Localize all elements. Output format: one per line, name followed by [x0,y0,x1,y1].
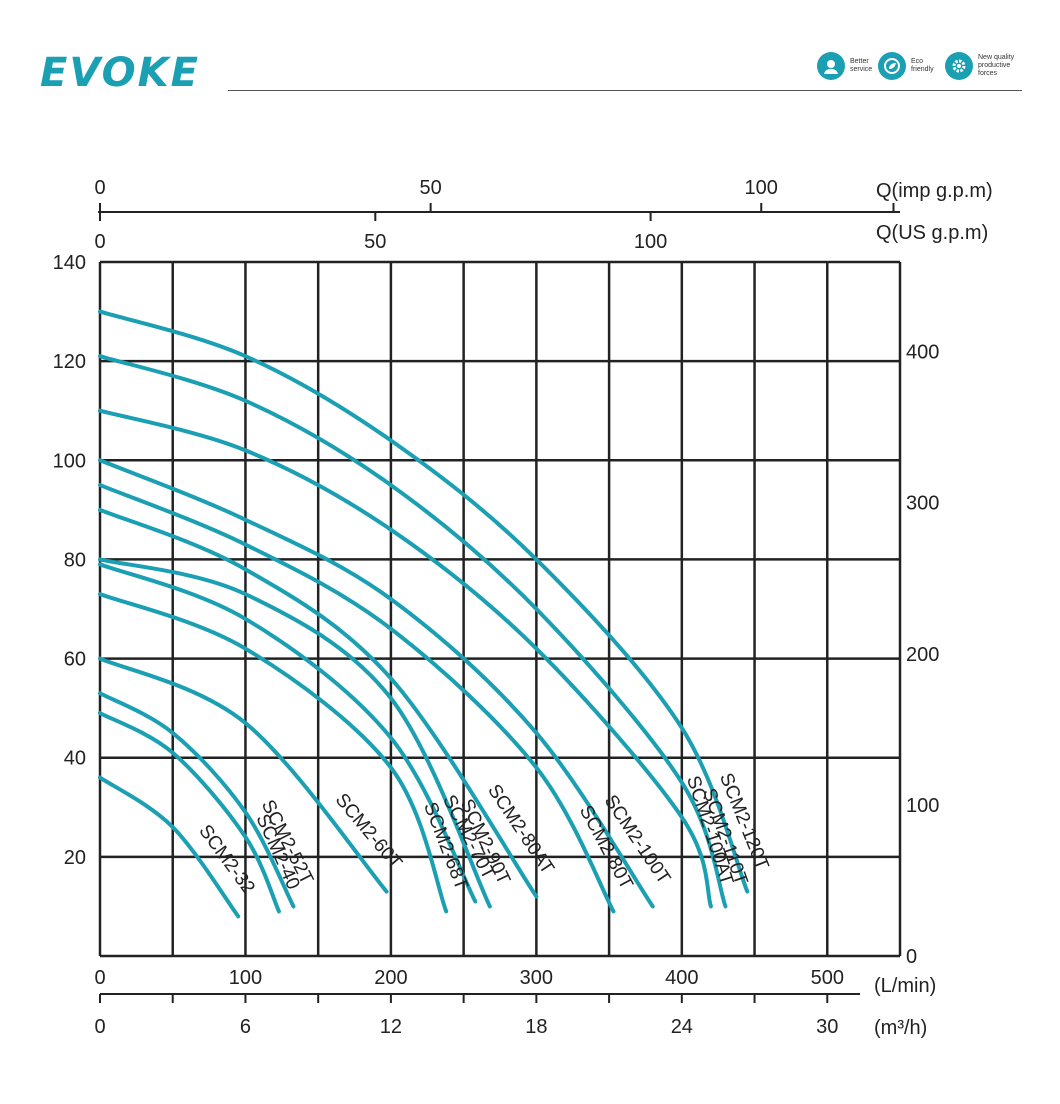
curve-label: SCM2-32 [194,821,258,898]
y-tick-label-right: 400 [906,342,939,364]
curve-scm2-110t [98,354,728,909]
curve-scm2-100at [98,408,713,909]
y-tick-label-right: 200 [906,644,939,666]
curve-scm2-32 [98,775,241,919]
badge-new-quality: New quality productive forces [945,52,1028,80]
x-tick-label-imp-gpm: 100 [745,177,778,199]
x-tick-label-lmin: 300 [520,967,553,989]
curve-scm2-40 [98,711,281,914]
y-tick-label-left: 100 [53,450,86,472]
x-tick-label-m3h: 6 [240,1016,251,1038]
y-tick-label-left: 140 [53,252,86,274]
x-tick-label-imp-gpm: 50 [419,177,441,199]
x-tick-label-lmin: 200 [374,967,407,989]
headset-icon [817,52,845,80]
x-tick-label-lmin: 0 [94,967,105,989]
y-tick-label-left: 40 [64,748,86,770]
y-tick-label-left: 60 [64,649,86,671]
brand-logo: EVOKE [40,50,200,96]
x-axis-label-lmin: (L/min) [874,975,936,997]
x-axis-label-m3h: (m³/h) [874,1017,927,1039]
y-tick-label-left: 120 [53,351,86,373]
globe-leaf-icon [878,52,906,80]
curve-scm2-100t [98,458,655,909]
x-tick-label-us-gpm: 50 [364,231,386,253]
curve-label-group: SCM2-32 [194,821,258,898]
curve-scm2-80at [98,507,539,899]
y-tick-label-right: 300 [906,493,939,515]
curve-scm2-60t [98,656,389,894]
y-tick-label-left: 20 [64,847,86,869]
x-axis-label-us-gpm: Q(US g.p.m) [876,222,988,244]
x-tick-label-us-gpm: 0 [94,231,105,253]
y-tick-label-left: 80 [64,549,86,571]
curve-scm2-90t [98,557,492,909]
x-tick-label-lmin: 100 [229,967,262,989]
badge-better-service: Better service [817,52,900,80]
x-tick-label-m3h: 12 [380,1016,402,1038]
x-tick-label-imp-gpm: 0 [94,177,105,199]
x-tick-label-lmin: 500 [811,967,844,989]
curve-scm2-120t [98,309,750,894]
badge-eco-friendly: Eco friendly [878,52,961,80]
x-axis-label-imp-gpm: Q(imp g.p.m) [876,180,993,202]
header-divider [228,90,1022,91]
y-tick-label-right: 100 [906,795,939,817]
x-tick-label-m3h: 0 [94,1016,105,1038]
curve-scm2-80t [98,483,616,914]
x-tick-label-lmin: 400 [665,967,698,989]
curve-scm2-52t [98,691,296,909]
curve-scm2-68t [98,592,449,914]
x-tick-label-m3h: 24 [671,1016,693,1038]
badge-text: Eco friendly [911,58,934,73]
curve-scm2-70t [98,562,478,904]
x-tick-label-m3h: 18 [525,1016,547,1038]
badge-text: Better service [850,58,873,73]
x-tick-label-m3h: 30 [816,1016,838,1038]
x-tick-label-us-gpm: 100 [634,231,667,253]
y-tick-label-right: 0 [906,946,917,968]
gear-icon [945,52,973,80]
badge-text: New quality productive forces [978,54,1015,77]
